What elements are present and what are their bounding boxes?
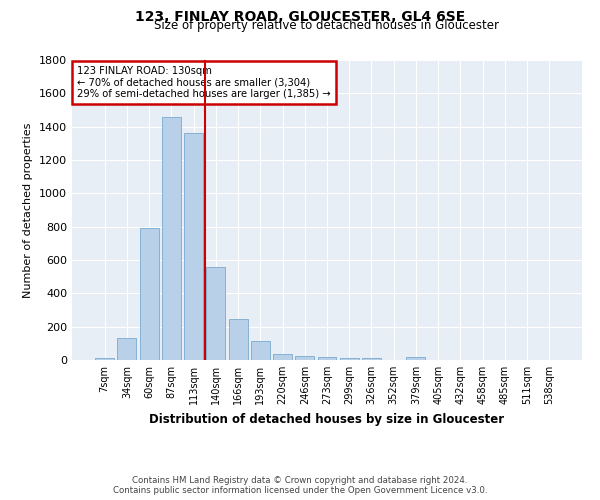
Bar: [95, 358, 114, 360]
Bar: [184, 134, 203, 360]
Bar: [406, 356, 425, 360]
Bar: [362, 358, 381, 360]
Bar: [140, 228, 158, 360]
Text: Contains HM Land Registry data © Crown copyright and database right 2024.
Contai: Contains HM Land Registry data © Crown c…: [113, 476, 487, 495]
Bar: [162, 116, 181, 360]
Title: Size of property relative to detached houses in Gloucester: Size of property relative to detached ho…: [155, 20, 499, 32]
Bar: [273, 354, 292, 360]
Bar: [317, 356, 337, 360]
X-axis label: Distribution of detached houses by size in Gloucester: Distribution of detached houses by size …: [149, 412, 505, 426]
Text: 123 FINLAY ROAD: 130sqm
← 70% of detached houses are smaller (3,304)
29% of semi: 123 FINLAY ROAD: 130sqm ← 70% of detache…: [77, 66, 331, 99]
Bar: [251, 341, 270, 360]
Bar: [295, 356, 314, 360]
Y-axis label: Number of detached properties: Number of detached properties: [23, 122, 34, 298]
Text: 123, FINLAY ROAD, GLOUCESTER, GL4 6SE: 123, FINLAY ROAD, GLOUCESTER, GL4 6SE: [135, 10, 465, 24]
Bar: [118, 338, 136, 360]
Bar: [340, 358, 359, 360]
Bar: [206, 266, 225, 360]
Bar: [229, 319, 248, 360]
